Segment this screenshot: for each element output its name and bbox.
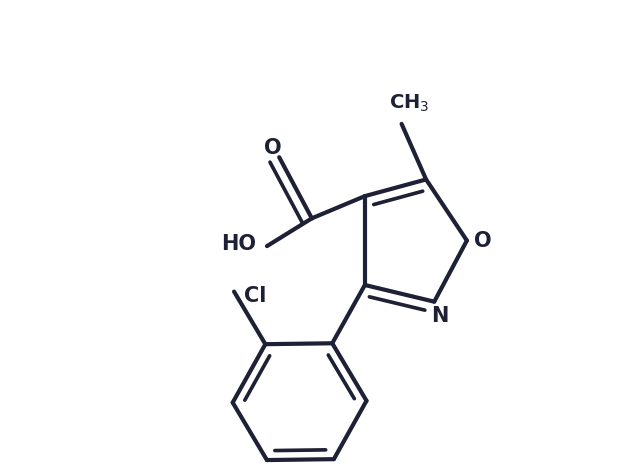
Text: O: O bbox=[264, 138, 282, 158]
Text: CH$_3$: CH$_3$ bbox=[389, 92, 429, 114]
Text: O: O bbox=[474, 231, 492, 251]
Text: Cl: Cl bbox=[244, 286, 266, 306]
Text: N: N bbox=[431, 306, 448, 326]
Text: HO: HO bbox=[221, 234, 256, 254]
